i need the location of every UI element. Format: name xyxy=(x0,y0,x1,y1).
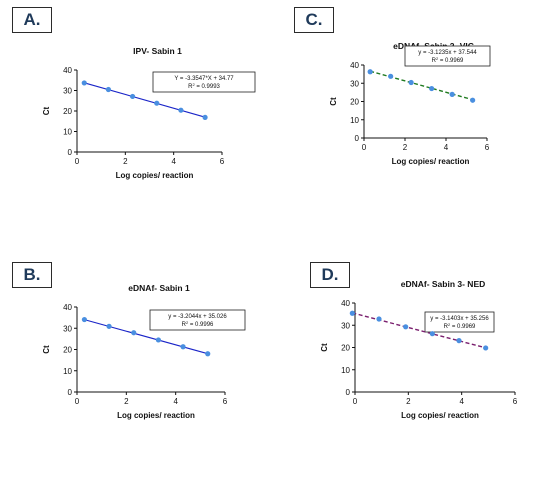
y-axis-label: Ct xyxy=(329,97,338,106)
panel-label-b: B. xyxy=(12,262,52,288)
plot-area: 0 10 20 30 40 0 2 4 6 xyxy=(350,61,490,152)
equation-box: y = -3.1403x + 35.256 R2 = 0.9969 xyxy=(424,311,495,333)
plot-area: 0 10 20 30 40 0 2 4 6 xyxy=(63,66,225,166)
x-tick-label: 4 xyxy=(173,397,178,406)
x-tick-label: 0 xyxy=(362,143,367,152)
equation-box: y = -3.2044x + 35.026 R2 = 0.9996 xyxy=(149,309,246,331)
x-tick-label: 6 xyxy=(513,397,518,406)
chart-title: IPV- Sabin 1 xyxy=(133,46,182,56)
data-point xyxy=(131,330,137,336)
r-squared: R2 = 0.9996 xyxy=(182,320,214,329)
data-point xyxy=(105,86,112,93)
chart-title: eDNAf- Sabin 3- NED xyxy=(401,279,486,289)
data-point xyxy=(129,93,136,100)
y-tick-label: 30 xyxy=(63,324,72,333)
y-axis-label: Ct xyxy=(42,106,51,115)
data-point xyxy=(470,97,476,103)
data-point xyxy=(154,100,160,106)
data-point xyxy=(483,345,489,351)
y-axis-label: Ct xyxy=(320,343,329,352)
y-tick-label: 20 xyxy=(63,107,72,116)
data-point xyxy=(202,114,208,120)
data-point xyxy=(155,337,161,343)
data-point xyxy=(403,324,409,330)
regression-line xyxy=(352,312,486,349)
data-point xyxy=(429,85,435,92)
y-tick-label: 40 xyxy=(63,66,72,75)
x-tick-label: 4 xyxy=(444,143,449,152)
x-tick-label: 2 xyxy=(403,143,408,152)
panel-label-c: C. xyxy=(294,7,334,33)
data-point xyxy=(205,351,211,357)
y-tick-label: 40 xyxy=(341,299,350,308)
equation-box: y = -3.1235x + 37.544 R2 = 0.9969 xyxy=(404,45,491,67)
y-tick-label: 10 xyxy=(341,366,350,375)
data-point xyxy=(456,338,462,344)
regression-equation: y = -3.1235x + 37.544 xyxy=(418,50,477,56)
data-point xyxy=(367,69,373,75)
y-tick-label: 20 xyxy=(350,98,359,107)
panel-label-d: D. xyxy=(310,262,350,288)
x-tick-label: 2 xyxy=(123,157,128,166)
x-axis-label: Log copies/ reaction xyxy=(401,411,479,420)
y-tick-label: 40 xyxy=(63,303,72,312)
plot-area: 0 10 20 30 40 0 2 4 6 xyxy=(341,299,518,406)
chart-b: eDNAf- Sabin 1 Ct Log copies/ reaction y… xyxy=(42,283,246,420)
regression-line xyxy=(84,319,208,355)
y-tick-label: 40 xyxy=(350,61,359,70)
x-tick-label: 6 xyxy=(485,143,490,152)
y-axis-label: Ct xyxy=(42,345,51,354)
y-tick-label: 30 xyxy=(341,321,350,330)
panel-label-a: A. xyxy=(12,7,52,33)
chart-c: eDNAf- Sabin 2- VIC Ct Log copies/ react… xyxy=(329,41,491,166)
x-tick-label: 6 xyxy=(220,157,225,166)
y-tick-label: 30 xyxy=(350,79,359,88)
data-point xyxy=(449,91,455,97)
x-axis-label: Log copies/ reaction xyxy=(116,171,194,180)
r-squared: R2 = 0.9969 xyxy=(432,56,464,65)
x-tick-label: 2 xyxy=(406,397,411,406)
y-tick-label: 0 xyxy=(355,134,360,143)
regression-equation: Y = -3.3547*X + 34.77 xyxy=(174,76,234,82)
data-point xyxy=(178,107,184,113)
y-tick-label: 0 xyxy=(346,388,351,397)
x-tick-label: 2 xyxy=(124,397,129,406)
y-tick-label: 10 xyxy=(350,116,359,125)
data-point xyxy=(429,331,435,337)
chart-title: eDNAf- Sabin 1 xyxy=(128,283,190,293)
plot-area: 0 10 20 30 40 0 2 4 6 xyxy=(63,303,228,406)
chart-a: IPV- Sabin 1 Ct Log copies/ reaction Y =… xyxy=(42,46,256,180)
y-tick-label: 0 xyxy=(68,148,73,157)
data-point xyxy=(180,344,186,350)
data-point xyxy=(388,73,394,79)
data-point xyxy=(349,310,355,316)
x-tick-label: 4 xyxy=(459,397,464,406)
data-point xyxy=(81,80,87,86)
r-squared: R2 = 0.9993 xyxy=(188,82,220,91)
regression-equation: y = -3.1403x + 35.256 xyxy=(430,316,489,322)
y-tick-label: 30 xyxy=(63,87,72,96)
x-tick-label: 0 xyxy=(75,157,80,166)
y-tick-label: 20 xyxy=(341,344,350,353)
y-tick-label: 0 xyxy=(68,388,73,397)
x-tick-label: 4 xyxy=(171,157,176,166)
equation-box: Y = -3.3547*X + 34.77 R2 = 0.9993 xyxy=(152,71,256,93)
data-point xyxy=(106,323,112,329)
data-point xyxy=(408,79,414,86)
x-tick-label: 0 xyxy=(353,397,358,406)
x-axis-label: Log copies/ reaction xyxy=(392,157,470,166)
y-tick-label: 10 xyxy=(63,128,72,137)
r-squared: R2 = 0.9969 xyxy=(444,322,476,331)
regression-line xyxy=(84,82,206,118)
regression-equation: y = -3.2044x + 35.026 xyxy=(168,314,227,320)
regression-line xyxy=(369,70,473,101)
y-tick-label: 20 xyxy=(63,346,72,355)
y-tick-label: 10 xyxy=(63,367,72,376)
x-tick-label: 0 xyxy=(75,397,80,406)
data-point xyxy=(376,316,382,322)
x-tick-label: 6 xyxy=(223,397,228,406)
chart-d: eDNAf- Sabin 3- NED Ct Log copies/ react… xyxy=(320,279,518,420)
x-axis-label: Log copies/ reaction xyxy=(117,411,195,420)
data-point xyxy=(81,316,87,323)
